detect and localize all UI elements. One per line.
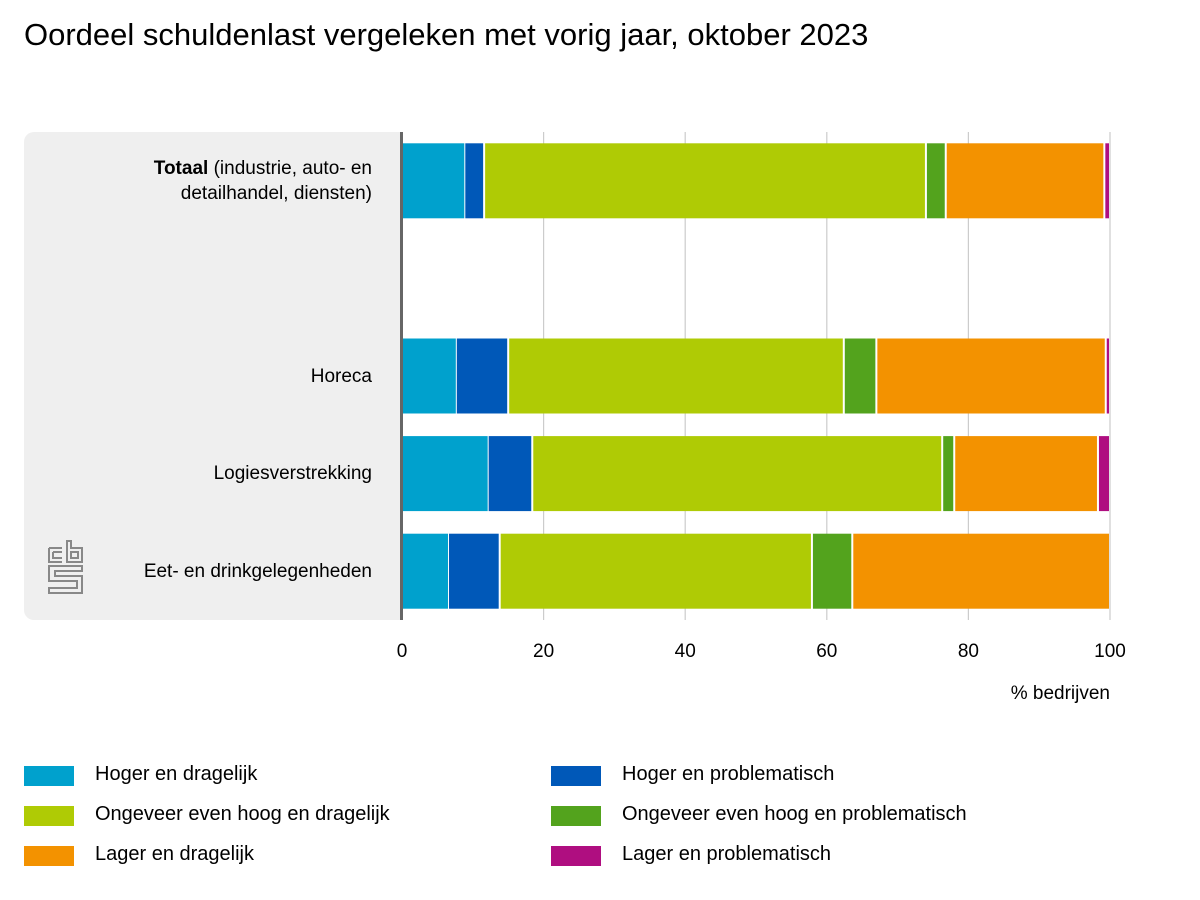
- legend-label: Hoger en dragelijk: [95, 763, 258, 785]
- bar-segment: [465, 143, 484, 219]
- x-tick-label: 60: [816, 641, 837, 662]
- bar-segment: [926, 143, 945, 219]
- x-tick-label: 80: [958, 641, 979, 662]
- category-label: Horeca: [311, 364, 372, 389]
- bar-segment: [509, 338, 843, 414]
- chart-title: Oordeel schuldenlast vergeleken met vori…: [24, 17, 869, 52]
- bar-segment: [402, 143, 465, 219]
- bar-segment: [485, 143, 925, 219]
- x-axis-label: % bedrijven: [1011, 683, 1110, 704]
- legend-swatch: [551, 846, 601, 866]
- legend-swatch: [24, 846, 74, 866]
- category-label-text: Eet- en drinkgelegenheden: [143, 560, 372, 582]
- bar-segment: [1098, 436, 1109, 512]
- category-panel: [24, 132, 402, 620]
- bar-segment: [1106, 338, 1109, 414]
- bar-segment: [402, 338, 456, 414]
- bar-segment: [844, 338, 876, 414]
- legend-label: Lager en dragelijk: [95, 843, 254, 865]
- cbs-logo-icon: [48, 540, 83, 594]
- bar-segment: [533, 436, 942, 512]
- category-label-text: Logiesverstrekking: [213, 463, 372, 485]
- category-label: Logiesverstrekking: [214, 461, 372, 486]
- legend-swatch: [24, 766, 74, 786]
- bar-segment: [500, 533, 811, 609]
- category-label-text: Horeca: [310, 365, 372, 387]
- bar-segment: [946, 143, 1104, 219]
- x-tick-label: 100: [1094, 641, 1126, 662]
- legend-label: Lager en problematisch: [622, 843, 832, 865]
- bar-segment: [812, 533, 852, 609]
- category-label-text: (industrie, auto- en detailhandel, diens…: [180, 157, 372, 204]
- bar-segment: [449, 533, 499, 609]
- y-axis-line: [400, 132, 403, 620]
- legend-label: Ongeveer even hoog en dragelijk: [95, 803, 390, 825]
- category-label: Eet- en drinkgelegenheden: [144, 559, 372, 584]
- bar-segment: [1105, 143, 1109, 219]
- x-tick-label: 0: [397, 641, 408, 662]
- category-label-bold: Totaal: [153, 157, 209, 179]
- x-tick-label: 20: [533, 641, 554, 662]
- bar-segment: [402, 533, 449, 609]
- bar-segment: [488, 436, 532, 512]
- legend-label: Hoger en problematisch: [622, 763, 835, 785]
- bar-segment: [955, 436, 1097, 512]
- bar-segment: [853, 533, 1109, 609]
- bar-segment: [456, 338, 508, 414]
- plot-area: 0 20 40 60 80 100 % bedrijven: [397, 132, 1126, 704]
- bar-segment: [402, 436, 488, 512]
- legend-label: Ongeveer even hoog en problematisch: [622, 803, 967, 825]
- legend-swatch: [551, 806, 601, 826]
- x-tick-label: 40: [675, 641, 696, 662]
- bar-segment: [943, 436, 954, 512]
- bar-segment: [877, 338, 1105, 414]
- category-label: Totaal (industrie, auto- en detailhandel…: [112, 156, 372, 206]
- legend-swatch: [24, 806, 74, 826]
- legend-swatch: [551, 766, 601, 786]
